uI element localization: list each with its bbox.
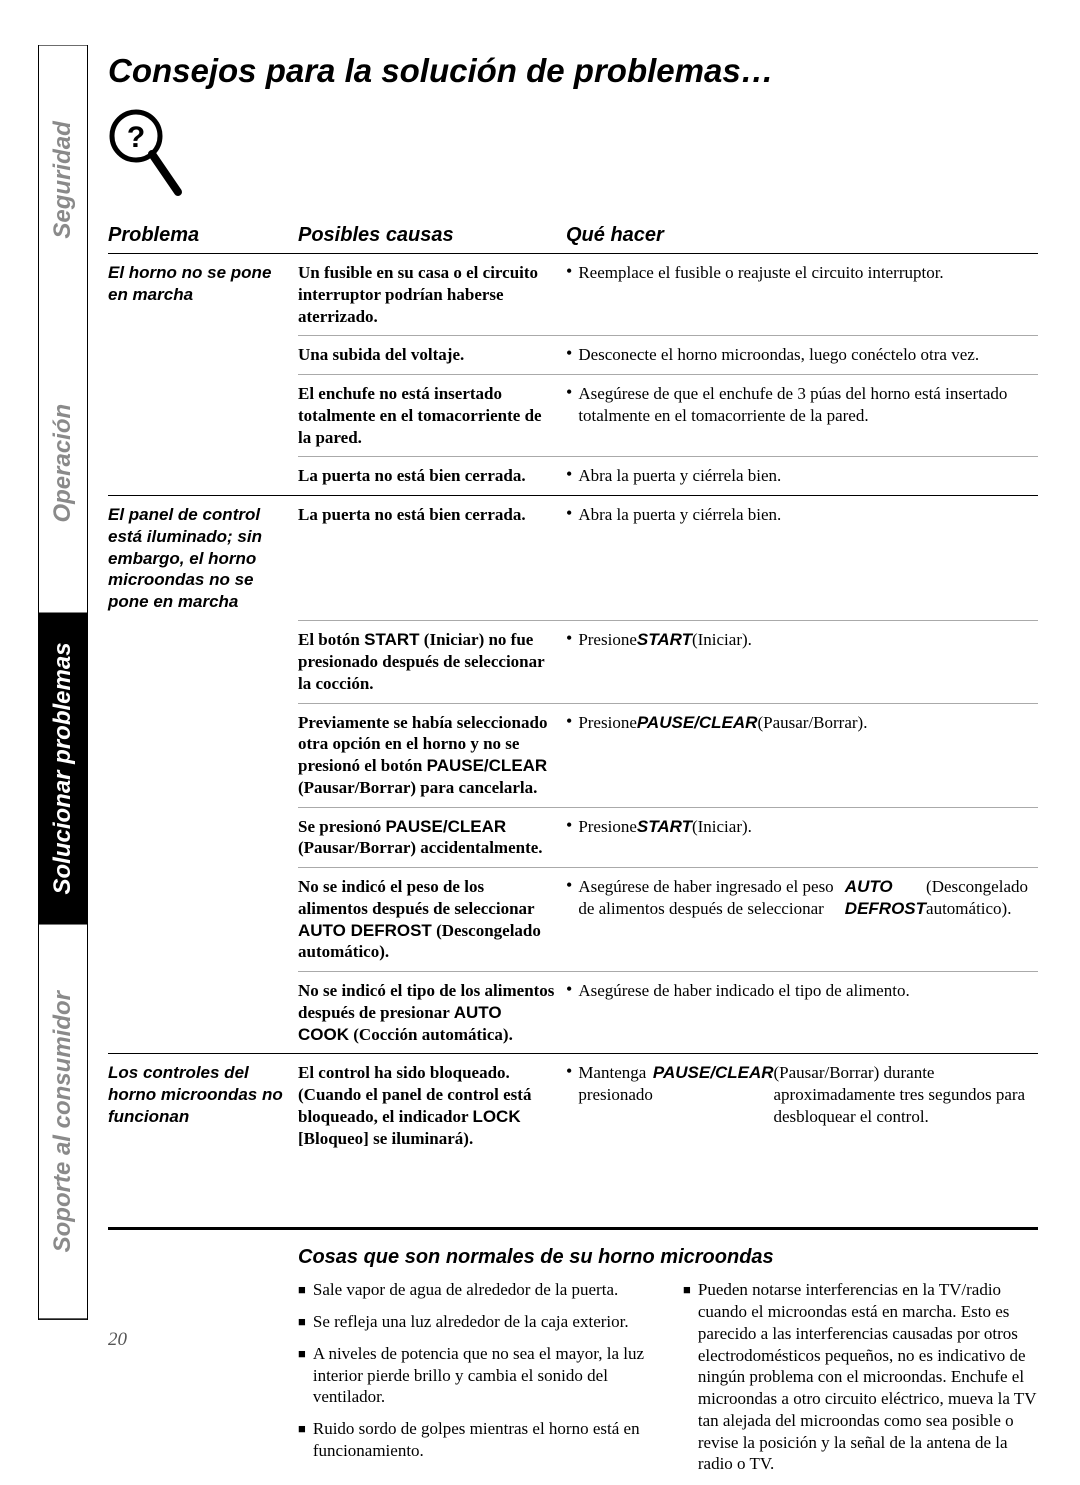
cause-cell: El enchufe no está insertado totalmente … bbox=[298, 375, 566, 457]
page-title: Consejos para la solución de problemas… bbox=[108, 52, 1038, 90]
normals-item: Se refleja una luz alrededor de la caja … bbox=[298, 1311, 653, 1333]
problem-cell bbox=[108, 972, 298, 1054]
svg-text:?: ? bbox=[127, 121, 145, 154]
problem-cell: El horno no se pone en marcha bbox=[108, 254, 298, 336]
col-header-action: Qué hacer bbox=[566, 221, 1038, 254]
action-cell: Asegúrese de haber ingresado el peso de … bbox=[566, 868, 1038, 972]
cause-cell: No se indicó el peso de los alimentos de… bbox=[298, 868, 566, 972]
tab-operacion[interactable]: Operación bbox=[39, 314, 87, 614]
cause-cell: Previamente se había seleccionado otra o… bbox=[298, 703, 566, 807]
cause-cell: Se presionó PAUSE/CLEAR (Pausar/Borrar) … bbox=[298, 807, 566, 868]
problem-cell bbox=[108, 703, 298, 807]
problem-cell bbox=[108, 336, 298, 375]
col-header-cause: Posibles causas bbox=[298, 221, 566, 254]
magnifier-question-icon: ? bbox=[108, 108, 1038, 203]
cause-cell: El botón START (Iniciar) no fue presiona… bbox=[298, 621, 566, 703]
action-cell: Presione PAUSE/CLEAR (Pausar/Borrar). bbox=[566, 703, 1038, 807]
cause-cell: La puerta no está bien cerrada. bbox=[298, 496, 566, 621]
problem-cell bbox=[108, 868, 298, 972]
action-cell: Reemplace el fusible o reajuste el circu… bbox=[566, 254, 1038, 336]
normals-title: Cosas que son normales de su horno micro… bbox=[298, 1246, 1038, 1269]
normals-section: Cosas que son normales de su horno micro… bbox=[108, 1227, 1038, 1485]
action-cell: Mantenga presionado PAUSE/CLEAR (Pausar/… bbox=[566, 1054, 1038, 1158]
table-body: El horno no se pone en marchaUn fusible … bbox=[108, 254, 1038, 1158]
action-cell: Desconecte el horno microondas, luego co… bbox=[566, 336, 1038, 375]
normals-item: Ruido sordo de golpes mientras el horno … bbox=[298, 1418, 653, 1462]
sidebar-tabs: Seguridad Operación Solucionar problemas… bbox=[38, 45, 88, 1320]
cause-cell: Un fusible en su casa o el circuito inte… bbox=[298, 254, 566, 336]
cause-cell: El control ha sido bloqueado. (Cuando el… bbox=[298, 1054, 566, 1158]
normals-item: Sale vapor de agua de alrededor de la pu… bbox=[298, 1279, 653, 1301]
problem-cell bbox=[108, 457, 298, 496]
normals-item: A niveles de potencia que no sea el mayo… bbox=[298, 1343, 653, 1408]
action-cell: Asegúrese de haber indicado el tipo de a… bbox=[566, 972, 1038, 1054]
action-cell: Presione START (Iniciar). bbox=[566, 807, 1038, 868]
action-cell: Abra la puerta y ciérrela bien. bbox=[566, 457, 1038, 496]
action-cell: Abra la puerta y ciérrela bien. bbox=[566, 496, 1038, 621]
action-cell: Presione START (Iniciar). bbox=[566, 621, 1038, 703]
normals-item: Pueden notarse interferencias en la TV/r… bbox=[683, 1279, 1038, 1475]
cause-cell: La puerta no está bien cerrada. bbox=[298, 457, 566, 496]
tab-soporte-al-consumidor[interactable]: Soporte al consumidor bbox=[39, 925, 87, 1319]
problem-cell bbox=[108, 807, 298, 868]
tab-solucionar-problemas[interactable]: Solucionar problemas bbox=[39, 613, 87, 925]
page-number: 20 bbox=[108, 1329, 127, 1351]
troubleshooting-table: Problema Posibles causas Qué hacer El ho… bbox=[108, 221, 1038, 1157]
problem-cell bbox=[108, 375, 298, 457]
col-header-problem: Problema bbox=[108, 221, 298, 254]
problem-cell: Los controles del horno microondas no fu… bbox=[108, 1054, 298, 1158]
problem-cell bbox=[108, 621, 298, 703]
cause-cell: Una subida del voltaje. bbox=[298, 336, 566, 375]
cause-cell: No se indicó el tipo de los alimentos de… bbox=[298, 972, 566, 1054]
problem-cell: El panel de control está iluminado; sin … bbox=[108, 496, 298, 621]
tab-seguridad[interactable]: Seguridad bbox=[39, 46, 87, 314]
normals-col-left: Sale vapor de agua de alrededor de la pu… bbox=[298, 1279, 653, 1485]
normals-col-right: Pueden notarse interferencias en la TV/r… bbox=[683, 1279, 1038, 1485]
action-cell: Asegúrese de que el enchufe de 3 púas de… bbox=[566, 375, 1038, 457]
page-content: Consejos para la solución de problemas… … bbox=[108, 52, 1038, 1485]
